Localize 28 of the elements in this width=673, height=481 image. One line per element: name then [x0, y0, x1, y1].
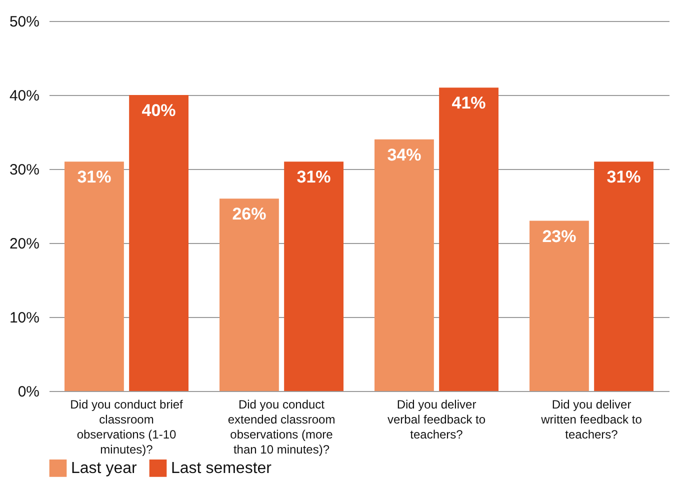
data-label: 34% [387, 145, 422, 164]
y-tick-label: 30% [9, 162, 40, 178]
data-label: 31% [606, 168, 641, 187]
x-tick-label: Did you conduct extended classroom observations (more than 10 minutes)? [228, 398, 336, 456]
y-tick-label: 0% [18, 384, 40, 400]
data-label: 41% [452, 94, 486, 113]
data-label: 26% [232, 204, 266, 224]
bar [284, 162, 344, 391]
y-tick-label: 50% [9, 14, 40, 30]
data-label: 23% [542, 226, 576, 246]
x-tick-label: Did you deliver written feedback to teachers? [540, 398, 642, 442]
bar [439, 88, 498, 391]
x-tick-label: Did you deliver verbal feedback to teachers? [387, 398, 486, 442]
legend-label: Last semester [171, 460, 272, 478]
bar [129, 95, 188, 391]
data-label: 31% [296, 168, 331, 187]
data-label: 31% [77, 168, 112, 187]
bar [220, 198, 279, 391]
x-tick-label: Did you conduct brief classroom observations (1-10 minutes)? [70, 398, 184, 456]
data-label: 40% [142, 101, 176, 120]
bar [594, 162, 654, 391]
y-tick-label: 20% [9, 236, 40, 252]
y-tick-label: 10% [9, 310, 40, 326]
y-tick-label: 40% [9, 88, 40, 104]
bar [530, 220, 589, 391]
bar [374, 139, 434, 391]
legend-label: Last year [71, 460, 138, 478]
bar [64, 162, 124, 391]
